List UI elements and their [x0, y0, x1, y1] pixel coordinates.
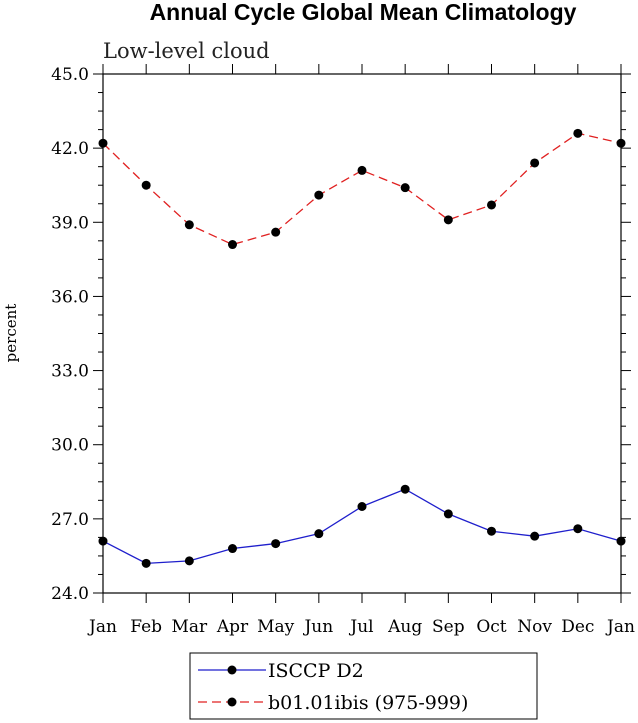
y-tick-label: 39.0: [51, 213, 89, 233]
legend-marker: [227, 665, 237, 675]
x-tick-label: Jan: [605, 617, 635, 637]
x-tick-label: May: [257, 617, 295, 637]
legend-label: ISCCP D2: [268, 660, 364, 682]
y-tick-label: 36.0: [51, 287, 89, 307]
data-point: [487, 200, 496, 210]
data-point: [573, 524, 583, 534]
x-tick-label: Nov: [517, 617, 552, 637]
data-point: [443, 509, 453, 519]
data-point: [357, 502, 367, 511]
data-point: [98, 138, 108, 148]
x-tick-label: Jan: [87, 617, 117, 637]
x-tick-label: Mar: [171, 617, 208, 637]
x-tick-label: Apr: [216, 617, 249, 637]
x-tick-label: Dec: [561, 617, 594, 637]
legend-box: [189, 652, 538, 720]
data-point: [530, 158, 540, 168]
x-tick-label: Sep: [432, 617, 465, 637]
y-tick-label: 45.0: [51, 65, 89, 85]
y-tick-label: 42.0: [51, 139, 89, 159]
data-point: [616, 536, 626, 546]
data-point: [400, 183, 410, 193]
data-point: [228, 240, 237, 250]
chart-title: Annual Cycle Global Mean Climatology: [150, 0, 577, 25]
data-point: [184, 220, 194, 230]
plot-area: 24.0 27.0 30.0 33.0 36.0 39.0 42.0 45.0 Jan Feb Ma…: [51, 64, 635, 637]
legend: ISCCP D2 b01.01ibis (975-999): [189, 652, 538, 720]
data-point: [616, 138, 626, 148]
data-point: [98, 536, 108, 546]
series-line: [102, 132, 622, 246]
plot-frame: [102, 73, 622, 594]
data-point: [400, 484, 410, 494]
series-line: [102, 488, 622, 565]
data-point: [314, 190, 324, 200]
data-point: [141, 558, 151, 568]
data-point: [487, 526, 496, 536]
chart-subtitle: Low-level cloud: [103, 39, 270, 63]
y-tick-label: 27.0: [51, 510, 89, 530]
x-tick-label: Aug: [387, 617, 422, 637]
y-axis-label: percent: [2, 304, 20, 363]
data-point: [271, 227, 281, 237]
data-point: [141, 180, 151, 190]
x-tick-label: Feb: [130, 617, 162, 637]
data-point: [530, 531, 540, 541]
y-tick-label: 24.0: [51, 584, 89, 604]
x-tick-label: Jul: [348, 617, 373, 637]
x-tick-label: Oct: [476, 617, 506, 637]
data-point: [443, 215, 453, 225]
data-point: [271, 539, 281, 549]
y-tick-label: 33.0: [51, 362, 89, 382]
x-tick-label: Jun: [302, 617, 333, 637]
data-point: [357, 165, 367, 175]
data-point: [314, 529, 324, 539]
data-point: [184, 556, 194, 566]
legend-label: b01.01ibis (975-999): [268, 692, 468, 714]
data-point: [573, 128, 583, 138]
data-point: [228, 544, 237, 554]
y-tick-label: 30.0: [51, 436, 89, 456]
legend-marker: [227, 697, 237, 707]
